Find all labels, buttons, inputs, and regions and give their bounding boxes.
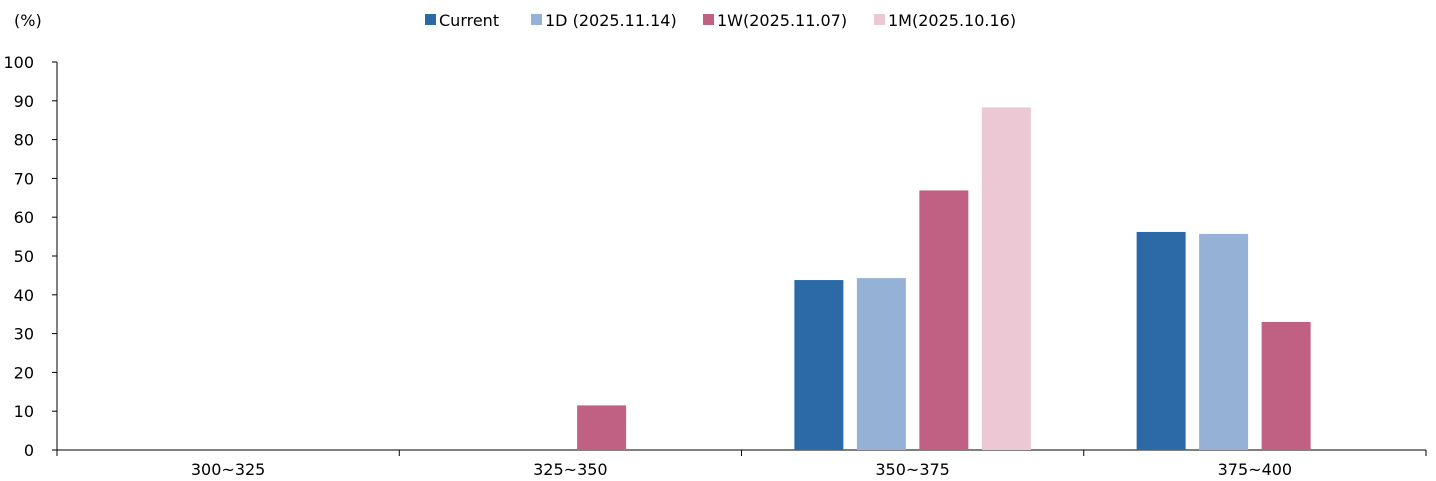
legend-label: Current [439, 11, 499, 30]
legend-item: 1D (2025.11.14) [531, 11, 677, 30]
y-tick-label: 30 [14, 325, 34, 344]
legend-swatch [874, 14, 885, 25]
legend-label: 1D (2025.11.14) [545, 11, 677, 30]
y-tick-label: 50 [14, 247, 34, 266]
x-axis: 300~325 325~350 350~375 375~400 [56, 449, 1427, 479]
legend-swatch [531, 14, 542, 25]
y-tick-label: 40 [14, 286, 34, 305]
bars [577, 107, 1311, 451]
legend-item: 1M(2025.10.16) [874, 11, 1016, 30]
bar-375~400-1D (2025.11.14) [1199, 233, 1249, 450]
y-tick-label: 60 [14, 208, 34, 227]
legend-swatch [703, 14, 714, 25]
bar-375~400-Current [1136, 231, 1186, 450]
x-tick-label: 325~350 [533, 460, 607, 479]
legend-label: 1W(2025.11.07) [717, 11, 847, 30]
y-tick-label: 0 [24, 441, 34, 460]
y-tick-label: 80 [14, 131, 34, 150]
x-tick-label: 375~400 [1218, 460, 1292, 479]
legend-swatch [425, 14, 436, 25]
bar-350~375-1M(2025.10.16) [981, 107, 1031, 451]
x-tick-label: 300~325 [191, 460, 265, 479]
y-tick-label: 70 [14, 169, 34, 188]
bar-325~350-1W(2025.11.07) [577, 405, 627, 450]
y-axis: 0 10 20 30 40 50 60 70 80 90 100 [3, 53, 58, 460]
bar-350~375-1W(2025.11.07) [919, 190, 969, 451]
x-tick-label: 350~375 [875, 460, 949, 479]
y-tick-label: 20 [14, 363, 34, 382]
legend-item: Current [425, 11, 499, 30]
legend-label: 1M(2025.10.16) [888, 11, 1016, 30]
y-tick-label: 10 [14, 402, 34, 421]
legend: Current 1D (2025.11.14) 1W(2025.11.07) 1M(2… [425, 11, 1016, 30]
bar-375~400-1W(2025.11.07) [1261, 321, 1311, 450]
bar-350~375-Current [794, 280, 844, 450]
y-tick-label: 100 [3, 53, 34, 72]
y-axis-unit-label: (%) [14, 11, 42, 30]
y-tick-label: 90 [14, 92, 34, 111]
legend-item: 1W(2025.11.07) [703, 11, 847, 30]
bar-350~375-1D (2025.11.14) [856, 278, 906, 450]
